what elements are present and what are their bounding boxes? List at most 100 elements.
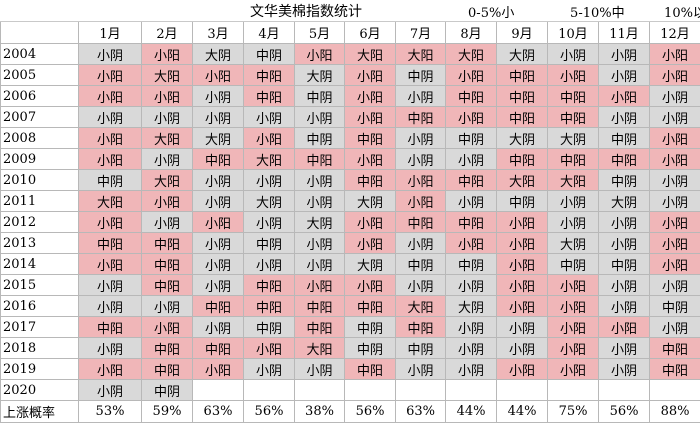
month-cell[interactable]: 大阳 bbox=[548, 170, 599, 191]
month-header[interactable]: 7月 bbox=[396, 22, 446, 44]
rate-cell[interactable]: 56% bbox=[599, 401, 650, 423]
month-cell[interactable]: 小阴 bbox=[548, 212, 599, 233]
month-cell[interactable]: 中阳 bbox=[345, 296, 396, 317]
month-cell[interactable]: 中阳 bbox=[193, 338, 244, 359]
month-cell[interactable]: 中阴 bbox=[599, 254, 650, 275]
month-cell[interactable]: 小阴 bbox=[396, 149, 446, 170]
month-cell[interactable]: 小阴 bbox=[548, 44, 599, 65]
month-cell[interactable]: 中阳 bbox=[142, 359, 193, 380]
month-cell[interactable]: 小阴 bbox=[193, 233, 244, 254]
month-cell[interactable]: 大阳 bbox=[142, 128, 193, 149]
month-cell[interactable]: 小阳 bbox=[548, 296, 599, 317]
month-cell[interactable]: 中阳 bbox=[345, 128, 396, 149]
month-cell[interactable]: 大阴 bbox=[497, 44, 548, 65]
month-cell[interactable]: 小阳 bbox=[497, 254, 548, 275]
month-cell[interactable]: 小阳 bbox=[548, 338, 599, 359]
month-cell[interactable]: 小阳 bbox=[650, 149, 700, 170]
month-cell[interactable]: 小阳 bbox=[446, 233, 497, 254]
rate-cell[interactable]: 63% bbox=[396, 401, 446, 423]
month-cell[interactable]: 小阴 bbox=[548, 191, 599, 212]
month-cell[interactable]: 小阴 bbox=[142, 107, 193, 128]
month-cell[interactable]: 小阴 bbox=[396, 275, 446, 296]
year-cell[interactable]: 2007 bbox=[1, 107, 79, 128]
year-cell[interactable]: 2012 bbox=[1, 212, 79, 233]
month-cell[interactable]: 大阳 bbox=[497, 170, 548, 191]
month-cell[interactable]: 中阳 bbox=[295, 149, 345, 170]
month-cell[interactable]: 小阳 bbox=[497, 212, 548, 233]
month-cell[interactable]: 小阴 bbox=[599, 338, 650, 359]
month-cell[interactable]: 小阳 bbox=[548, 317, 599, 338]
rate-cell[interactable]: 56% bbox=[345, 401, 396, 423]
month-cell[interactable]: 小阴 bbox=[650, 107, 700, 128]
month-cell[interactable]: 小阴 bbox=[295, 254, 345, 275]
rate-cell[interactable]: 44% bbox=[497, 401, 548, 423]
month-cell[interactable]: 小阴 bbox=[244, 170, 295, 191]
month-cell[interactable]: 中阳 bbox=[244, 275, 295, 296]
month-cell[interactable]: 中阳 bbox=[396, 107, 446, 128]
month-cell[interactable]: 小阳 bbox=[650, 233, 700, 254]
month-cell[interactable]: 小阴 bbox=[497, 317, 548, 338]
year-cell[interactable]: 2014 bbox=[1, 254, 79, 275]
month-cell[interactable] bbox=[599, 380, 650, 401]
month-cell[interactable]: 中阴 bbox=[396, 254, 446, 275]
month-cell[interactable]: 小阳 bbox=[79, 359, 142, 380]
year-cell[interactable]: 2020 bbox=[1, 380, 79, 401]
rate-cell[interactable]: 38% bbox=[295, 401, 345, 423]
month-cell[interactable]: 中阴 bbox=[244, 44, 295, 65]
year-cell[interactable]: 2015 bbox=[1, 275, 79, 296]
month-cell[interactable]: 小阳 bbox=[497, 233, 548, 254]
month-cell[interactable]: 小阴 bbox=[599, 296, 650, 317]
month-cell[interactable]: 小阳 bbox=[79, 254, 142, 275]
month-cell[interactable]: 中阳 bbox=[295, 296, 345, 317]
month-cell[interactable] bbox=[295, 380, 345, 401]
month-cell[interactable]: 小阴 bbox=[446, 191, 497, 212]
month-cell[interactable]: 小阴 bbox=[599, 212, 650, 233]
month-cell[interactable]: 大阴 bbox=[446, 296, 497, 317]
year-cell[interactable]: 2010 bbox=[1, 170, 79, 191]
year-cell[interactable]: 2011 bbox=[1, 191, 79, 212]
month-cell[interactable]: 中阳 bbox=[295, 317, 345, 338]
month-cell[interactable]: 小阴 bbox=[599, 275, 650, 296]
month-cell[interactable]: 中阴 bbox=[599, 170, 650, 191]
month-cell[interactable]: 小阳 bbox=[244, 128, 295, 149]
month-cell[interactable]: 大阴 bbox=[193, 44, 244, 65]
month-cell[interactable]: 小阳 bbox=[396, 170, 446, 191]
month-cell[interactable]: 小阳 bbox=[396, 191, 446, 212]
month-cell[interactable]: 小阳 bbox=[446, 65, 497, 86]
month-cell[interactable]: 中阳 bbox=[142, 275, 193, 296]
month-cell[interactable]: 大阳 bbox=[79, 191, 142, 212]
month-cell[interactable]: 小阴 bbox=[244, 254, 295, 275]
month-cell[interactable]: 小阳 bbox=[650, 44, 700, 65]
month-cell[interactable]: 中阳 bbox=[244, 296, 295, 317]
month-cell[interactable]: 中阴 bbox=[396, 338, 446, 359]
month-header[interactable]: 2月 bbox=[142, 22, 193, 44]
month-cell[interactable]: 大阳 bbox=[396, 44, 446, 65]
month-cell[interactable]: 小阳 bbox=[142, 44, 193, 65]
month-cell[interactable]: 小阴 bbox=[244, 107, 295, 128]
month-cell[interactable]: 小阳 bbox=[193, 212, 244, 233]
month-cell[interactable]: 小阳 bbox=[345, 212, 396, 233]
month-cell[interactable]: 中阴 bbox=[345, 338, 396, 359]
rate-cell[interactable]: 75% bbox=[548, 401, 599, 423]
month-cell[interactable]: 小阴 bbox=[650, 275, 700, 296]
month-cell[interactable]: 中阴 bbox=[396, 65, 446, 86]
month-cell[interactable]: 小阳 bbox=[650, 65, 700, 86]
month-cell[interactable] bbox=[345, 380, 396, 401]
month-cell[interactable]: 小阴 bbox=[79, 338, 142, 359]
month-cell[interactable]: 小阴 bbox=[650, 317, 700, 338]
month-cell[interactable]: 小阴 bbox=[599, 44, 650, 65]
month-cell[interactable]: 大阳 bbox=[295, 338, 345, 359]
month-cell[interactable]: 中阳 bbox=[345, 170, 396, 191]
rate-cell[interactable]: 88% bbox=[650, 401, 700, 423]
year-cell[interactable]: 2005 bbox=[1, 65, 79, 86]
month-cell[interactable]: 小阴 bbox=[599, 233, 650, 254]
month-cell[interactable] bbox=[244, 380, 295, 401]
month-cell[interactable]: 小阳 bbox=[548, 275, 599, 296]
month-cell[interactable]: 中阴 bbox=[446, 254, 497, 275]
month-cell[interactable]: 小阳 bbox=[345, 86, 396, 107]
month-cell[interactable]: 小阳 bbox=[548, 65, 599, 86]
month-header[interactable]: 10月 bbox=[548, 22, 599, 44]
month-cell[interactable]: 小阴 bbox=[446, 275, 497, 296]
month-cell[interactable]: 小阴 bbox=[396, 128, 446, 149]
month-cell[interactable]: 大阳 bbox=[345, 44, 396, 65]
